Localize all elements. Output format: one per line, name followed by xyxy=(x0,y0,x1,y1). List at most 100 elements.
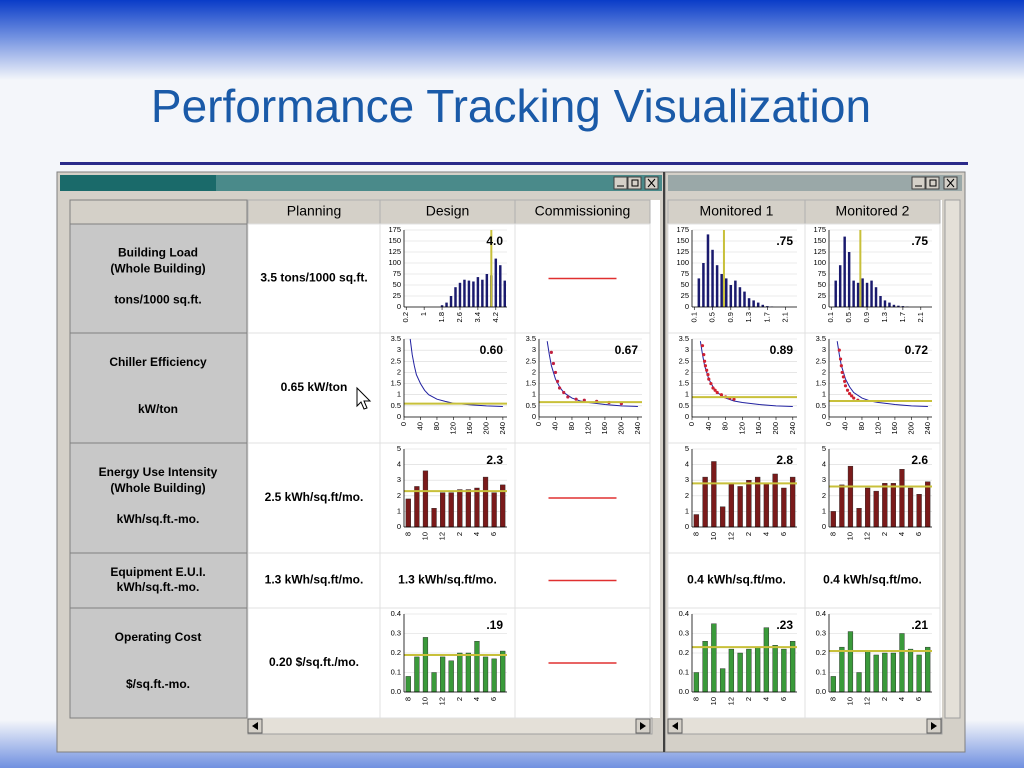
marker-label: .75 xyxy=(776,234,793,248)
x-tick-label: 4 xyxy=(761,697,770,701)
bar xyxy=(448,660,454,693)
bar xyxy=(702,476,708,528)
bar xyxy=(761,304,765,307)
bar xyxy=(873,654,879,693)
minimize-button[interactable] xyxy=(911,176,926,190)
bar xyxy=(405,498,411,528)
marker-label: 0.89 xyxy=(770,343,794,357)
x-tick-label: 4 xyxy=(761,532,770,536)
data-point xyxy=(713,388,717,392)
bar xyxy=(865,487,871,528)
bar xyxy=(482,476,489,528)
row-label: Chiller Efficiency xyxy=(109,355,207,369)
bar xyxy=(781,487,787,528)
bar xyxy=(440,656,446,693)
cell xyxy=(667,223,806,334)
x-tick-label: 0.2 xyxy=(401,312,410,322)
right-hscroll[interactable] xyxy=(667,717,943,735)
y-tick-label: 3 xyxy=(685,345,689,354)
x-tick-label: 8 xyxy=(828,532,837,536)
cell-text: 0.4 kWh/sq.ft/mo. xyxy=(687,573,786,587)
minimize-button[interactable] xyxy=(613,176,628,190)
maximize-button[interactable] xyxy=(627,176,642,190)
cell xyxy=(667,552,806,609)
x-tick-label: 1.8 xyxy=(437,312,446,322)
bar xyxy=(743,291,746,307)
y-tick-label: 3 xyxy=(822,345,826,354)
cell xyxy=(379,552,516,609)
bar xyxy=(457,652,463,693)
cell xyxy=(379,332,516,444)
x-tick-label: 2.6 xyxy=(455,312,464,322)
x-tick-label: 12 xyxy=(438,697,447,705)
bar xyxy=(697,278,701,307)
x-tick-label: 4 xyxy=(472,697,481,701)
right-window-buttons[interactable] xyxy=(911,176,958,190)
row-unit: $/sq.ft.-mo. xyxy=(126,677,190,691)
bar xyxy=(738,287,742,307)
bar xyxy=(834,280,837,307)
y-tick-label: 100 xyxy=(676,258,689,267)
bar xyxy=(711,249,714,307)
bar xyxy=(482,656,489,693)
x-tick-label: 6 xyxy=(779,532,788,536)
bar xyxy=(856,672,862,693)
y-tick-label: 0.1 xyxy=(391,667,401,676)
x-tick-label: 2 xyxy=(455,532,464,536)
x-tick-label: 120 xyxy=(448,422,457,435)
bar xyxy=(734,280,737,307)
column-header-label: Commissioning xyxy=(535,203,631,219)
bar xyxy=(491,492,497,528)
bar xyxy=(772,645,778,693)
bar xyxy=(882,652,888,693)
x-tick-label: 4.2 xyxy=(491,312,500,322)
data-point xyxy=(715,390,719,395)
row-unit: kWh/sq.ft.-mo. xyxy=(117,512,200,526)
x-tick-label: 1.3 xyxy=(880,312,889,322)
data-point xyxy=(848,392,852,396)
y-tick-label: 4 xyxy=(685,460,689,469)
y-tick-label: 4 xyxy=(397,460,401,469)
bar xyxy=(901,306,905,307)
maximize-button[interactable] xyxy=(925,176,940,190)
cell xyxy=(247,223,381,334)
y-tick-label: 75 xyxy=(818,269,826,278)
x-tick-label: 2 xyxy=(880,532,889,536)
row-label: Equipment E.U.I. xyxy=(110,565,205,579)
data-point xyxy=(850,394,854,398)
bar xyxy=(873,490,879,528)
right-vscroll[interactable] xyxy=(944,199,961,719)
y-tick-label: 0.0 xyxy=(679,687,689,696)
left-window-buttons[interactable] xyxy=(613,176,659,190)
left-hscroll[interactable] xyxy=(247,717,653,735)
bar xyxy=(839,484,845,528)
data-point xyxy=(843,379,847,383)
data-point xyxy=(709,381,713,386)
bar xyxy=(843,236,846,307)
x-tick-label: 200 xyxy=(906,422,915,435)
x-tick-label: 80 xyxy=(432,422,441,430)
bar xyxy=(465,489,471,528)
bar xyxy=(852,280,855,307)
data-point xyxy=(574,397,578,401)
bar xyxy=(830,676,836,693)
y-tick-label: 1 xyxy=(397,390,401,399)
bar xyxy=(445,302,448,307)
cell xyxy=(247,442,381,554)
column-header xyxy=(804,199,941,225)
y-tick-label: 3.5 xyxy=(816,334,826,343)
column-header-label: Monitored 1 xyxy=(700,203,774,219)
data-point xyxy=(719,393,724,397)
cell xyxy=(514,332,651,444)
cell xyxy=(804,552,941,609)
x-tick-label: 0.5 xyxy=(844,312,853,322)
x-tick-label: 40 xyxy=(415,422,424,430)
y-tick-label: 125 xyxy=(813,247,826,256)
y-tick-label: 2.5 xyxy=(391,356,401,365)
y-tick-label: 150 xyxy=(676,236,689,245)
y-tick-label: 0.1 xyxy=(679,667,689,676)
content: Planning Design Commissioning Monitored 1 Mo… xyxy=(69,172,941,752)
x-tick-label: 6 xyxy=(779,697,788,701)
x-tick-label: 2 xyxy=(744,697,753,701)
